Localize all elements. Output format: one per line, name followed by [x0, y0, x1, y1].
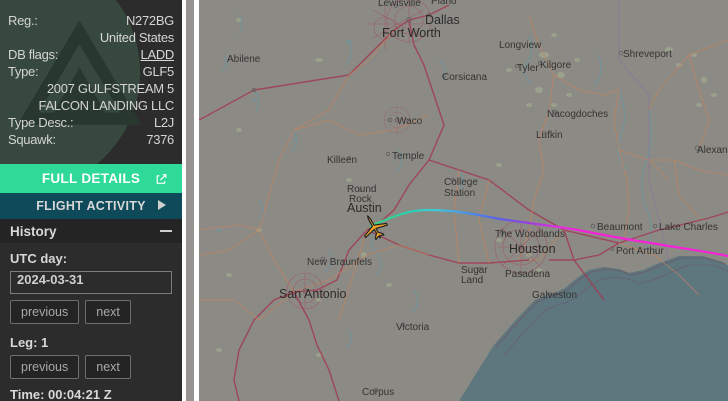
svg-text:New Braunfels: New Braunfels — [307, 257, 372, 268]
svg-text:Corpus: Corpus — [362, 387, 394, 398]
svg-text:Longview: Longview — [499, 40, 542, 51]
svg-text:Dallas: Dallas — [425, 13, 460, 27]
svg-text:Plano: Plano — [431, 0, 457, 7]
svg-text:Houston: Houston — [509, 242, 556, 256]
svg-text:Shreveport: Shreveport — [623, 49, 672, 60]
svg-text:Pasadena: Pasadena — [505, 269, 550, 280]
svg-text:Corsicana: Corsicana — [442, 72, 487, 83]
svg-text:Tyler: Tyler — [517, 63, 539, 74]
svg-text:Station: Station — [444, 188, 475, 199]
svg-text:Kilgore: Kilgore — [540, 60, 572, 71]
svg-text:Waco: Waco — [397, 116, 423, 127]
svg-text:Austin: Austin — [347, 201, 382, 215]
svg-text:Land: Land — [461, 275, 483, 286]
svg-text:Killeen: Killeen — [327, 155, 357, 166]
svg-text:Galveston: Galveston — [532, 290, 577, 301]
svg-text:The Woodlands: The Woodlands — [495, 229, 565, 240]
svg-text:Fort Worth: Fort Worth — [382, 26, 441, 40]
svg-text:Port Arthur: Port Arthur — [616, 246, 664, 257]
svg-text:Lake Charles: Lake Charles — [659, 222, 718, 233]
svg-text:Lufkin: Lufkin — [536, 130, 563, 141]
svg-text:Nacogdoches: Nacogdoches — [547, 109, 608, 120]
svg-text:Lewisville: Lewisville — [378, 0, 421, 9]
svg-text:College: College — [444, 177, 478, 188]
svg-text:Victoria: Victoria — [396, 322, 430, 333]
svg-text:Abilene: Abilene — [227, 54, 261, 65]
svg-text:Beaumont: Beaumont — [597, 222, 643, 233]
svg-text:San Antonio: San Antonio — [279, 287, 346, 301]
svg-text:Alexandria: Alexandria — [697, 145, 728, 156]
svg-text:Temple: Temple — [392, 151, 425, 162]
